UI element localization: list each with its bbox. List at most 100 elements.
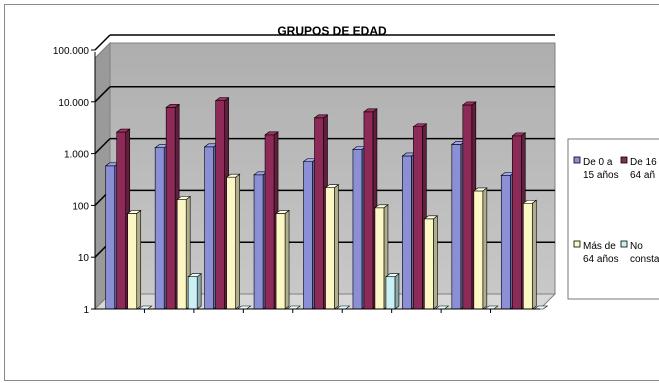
bar-front — [374, 207, 385, 310]
legend-swatch — [573, 156, 581, 164]
bar-top — [313, 114, 329, 119]
gridline-side — [94, 138, 111, 155]
legend-swatch — [620, 240, 628, 248]
bar-top — [324, 184, 340, 188]
bar-top — [126, 210, 142, 214]
legend-swatch — [620, 156, 628, 164]
bar-top — [264, 131, 279, 136]
bar-top — [176, 196, 192, 200]
bar-front — [522, 202, 533, 310]
bars — [104, 97, 549, 310]
bar-front — [275, 213, 286, 310]
bar — [533, 305, 549, 310]
bar-front — [451, 144, 462, 310]
bar-top — [275, 210, 290, 214]
bar-front — [352, 149, 363, 310]
legend-label: 64 años — [583, 254, 619, 265]
legend-label: De 16 — [630, 157, 657, 168]
bar-top — [385, 273, 400, 278]
bar-front — [511, 135, 522, 310]
bar — [324, 184, 340, 310]
bar — [472, 187, 488, 310]
bar-front — [325, 187, 335, 310]
bar — [423, 215, 439, 310]
bar-front — [215, 100, 225, 310]
y-tick-label: 1.000 — [64, 150, 89, 161]
legend-item: De 16 64 añ — [620, 156, 657, 181]
y-tick-label: 10 — [78, 253, 90, 264]
bar-top — [412, 123, 428, 128]
y-tick-label: 1 — [83, 305, 89, 316]
bar-top — [522, 199, 538, 204]
chart-frame: GRUPOS DE EDAD 1 10 100 1.000 10.000 100.000 … — [4, 4, 659, 381]
bar-top — [461, 101, 477, 106]
bar-top — [511, 132, 527, 137]
gridline-side — [94, 86, 111, 103]
bar-front — [105, 165, 116, 310]
bar-front — [165, 107, 176, 310]
bar-top — [214, 97, 230, 102]
legend-label: No — [630, 241, 643, 252]
bar-front — [253, 174, 264, 310]
chart-title: GRUPOS DE EDAD — [277, 24, 387, 38]
legend-item: De 0 a 15 años — [573, 156, 619, 181]
gridline-side — [94, 34, 111, 51]
bar-top — [374, 204, 389, 209]
bar-front — [226, 176, 236, 310]
legend-item: No consta — [620, 240, 659, 265]
bar-side — [196, 273, 202, 310]
bar — [385, 273, 400, 310]
bar-front — [314, 117, 324, 310]
bar-front — [176, 199, 187, 310]
bar-front — [204, 146, 214, 310]
bar-side — [235, 173, 240, 310]
bar-front — [363, 111, 374, 310]
legend-item: Más de 64 años — [573, 240, 619, 265]
bar — [275, 209, 290, 310]
legend-label: consta — [630, 254, 659, 265]
legend-label: De 0 a — [583, 157, 613, 168]
bar — [225, 173, 241, 310]
bar-side — [334, 184, 339, 310]
bar-top — [423, 215, 439, 220]
legend-label: 64 añ — [630, 170, 655, 181]
y-tick-label: 100 — [72, 201, 89, 212]
bar-front — [264, 134, 275, 310]
y-tick-label: 100.000 — [53, 46, 90, 57]
bar-top — [115, 128, 131, 133]
bar-front — [500, 175, 511, 310]
bar-top — [533, 305, 549, 310]
bar — [522, 199, 538, 310]
bar-chart: GRUPOS DE EDAD 1101001.00010.000100.000 … — [53, 24, 659, 316]
bar-front — [303, 161, 313, 310]
y-tick-label: 10.000 — [58, 98, 89, 109]
bar-front — [462, 104, 473, 310]
bar — [187, 273, 203, 310]
bar-front — [473, 190, 484, 310]
legend-label: Más de — [583, 241, 616, 252]
legend-box — [567, 138, 659, 300]
bar-side — [482, 187, 488, 310]
bar-front — [154, 147, 165, 310]
y-axis: 1 10 100 1.000 10.000 100.000 — [53, 46, 540, 316]
bar-top — [187, 273, 203, 278]
bar-side — [433, 215, 438, 310]
bar-side — [531, 199, 537, 310]
legend-swatch — [573, 240, 581, 248]
bar-front — [413, 126, 423, 310]
bar-front — [127, 213, 138, 310]
bar-top — [225, 173, 241, 178]
bar-top — [363, 108, 378, 113]
legend-label: 15 años — [583, 170, 619, 181]
bar-side — [136, 209, 142, 310]
bar-front — [402, 155, 412, 310]
bar-top — [165, 104, 181, 108]
legend: De 0 a 15 años De 16 64 añ Más de 64 años No co… — [567, 138, 659, 300]
bar-front — [187, 276, 198, 310]
bar-side — [394, 273, 400, 310]
bar — [126, 209, 142, 310]
bar-front — [116, 131, 127, 310]
bar-top — [472, 187, 488, 192]
bar-side — [284, 209, 290, 310]
bar-front — [385, 276, 396, 310]
